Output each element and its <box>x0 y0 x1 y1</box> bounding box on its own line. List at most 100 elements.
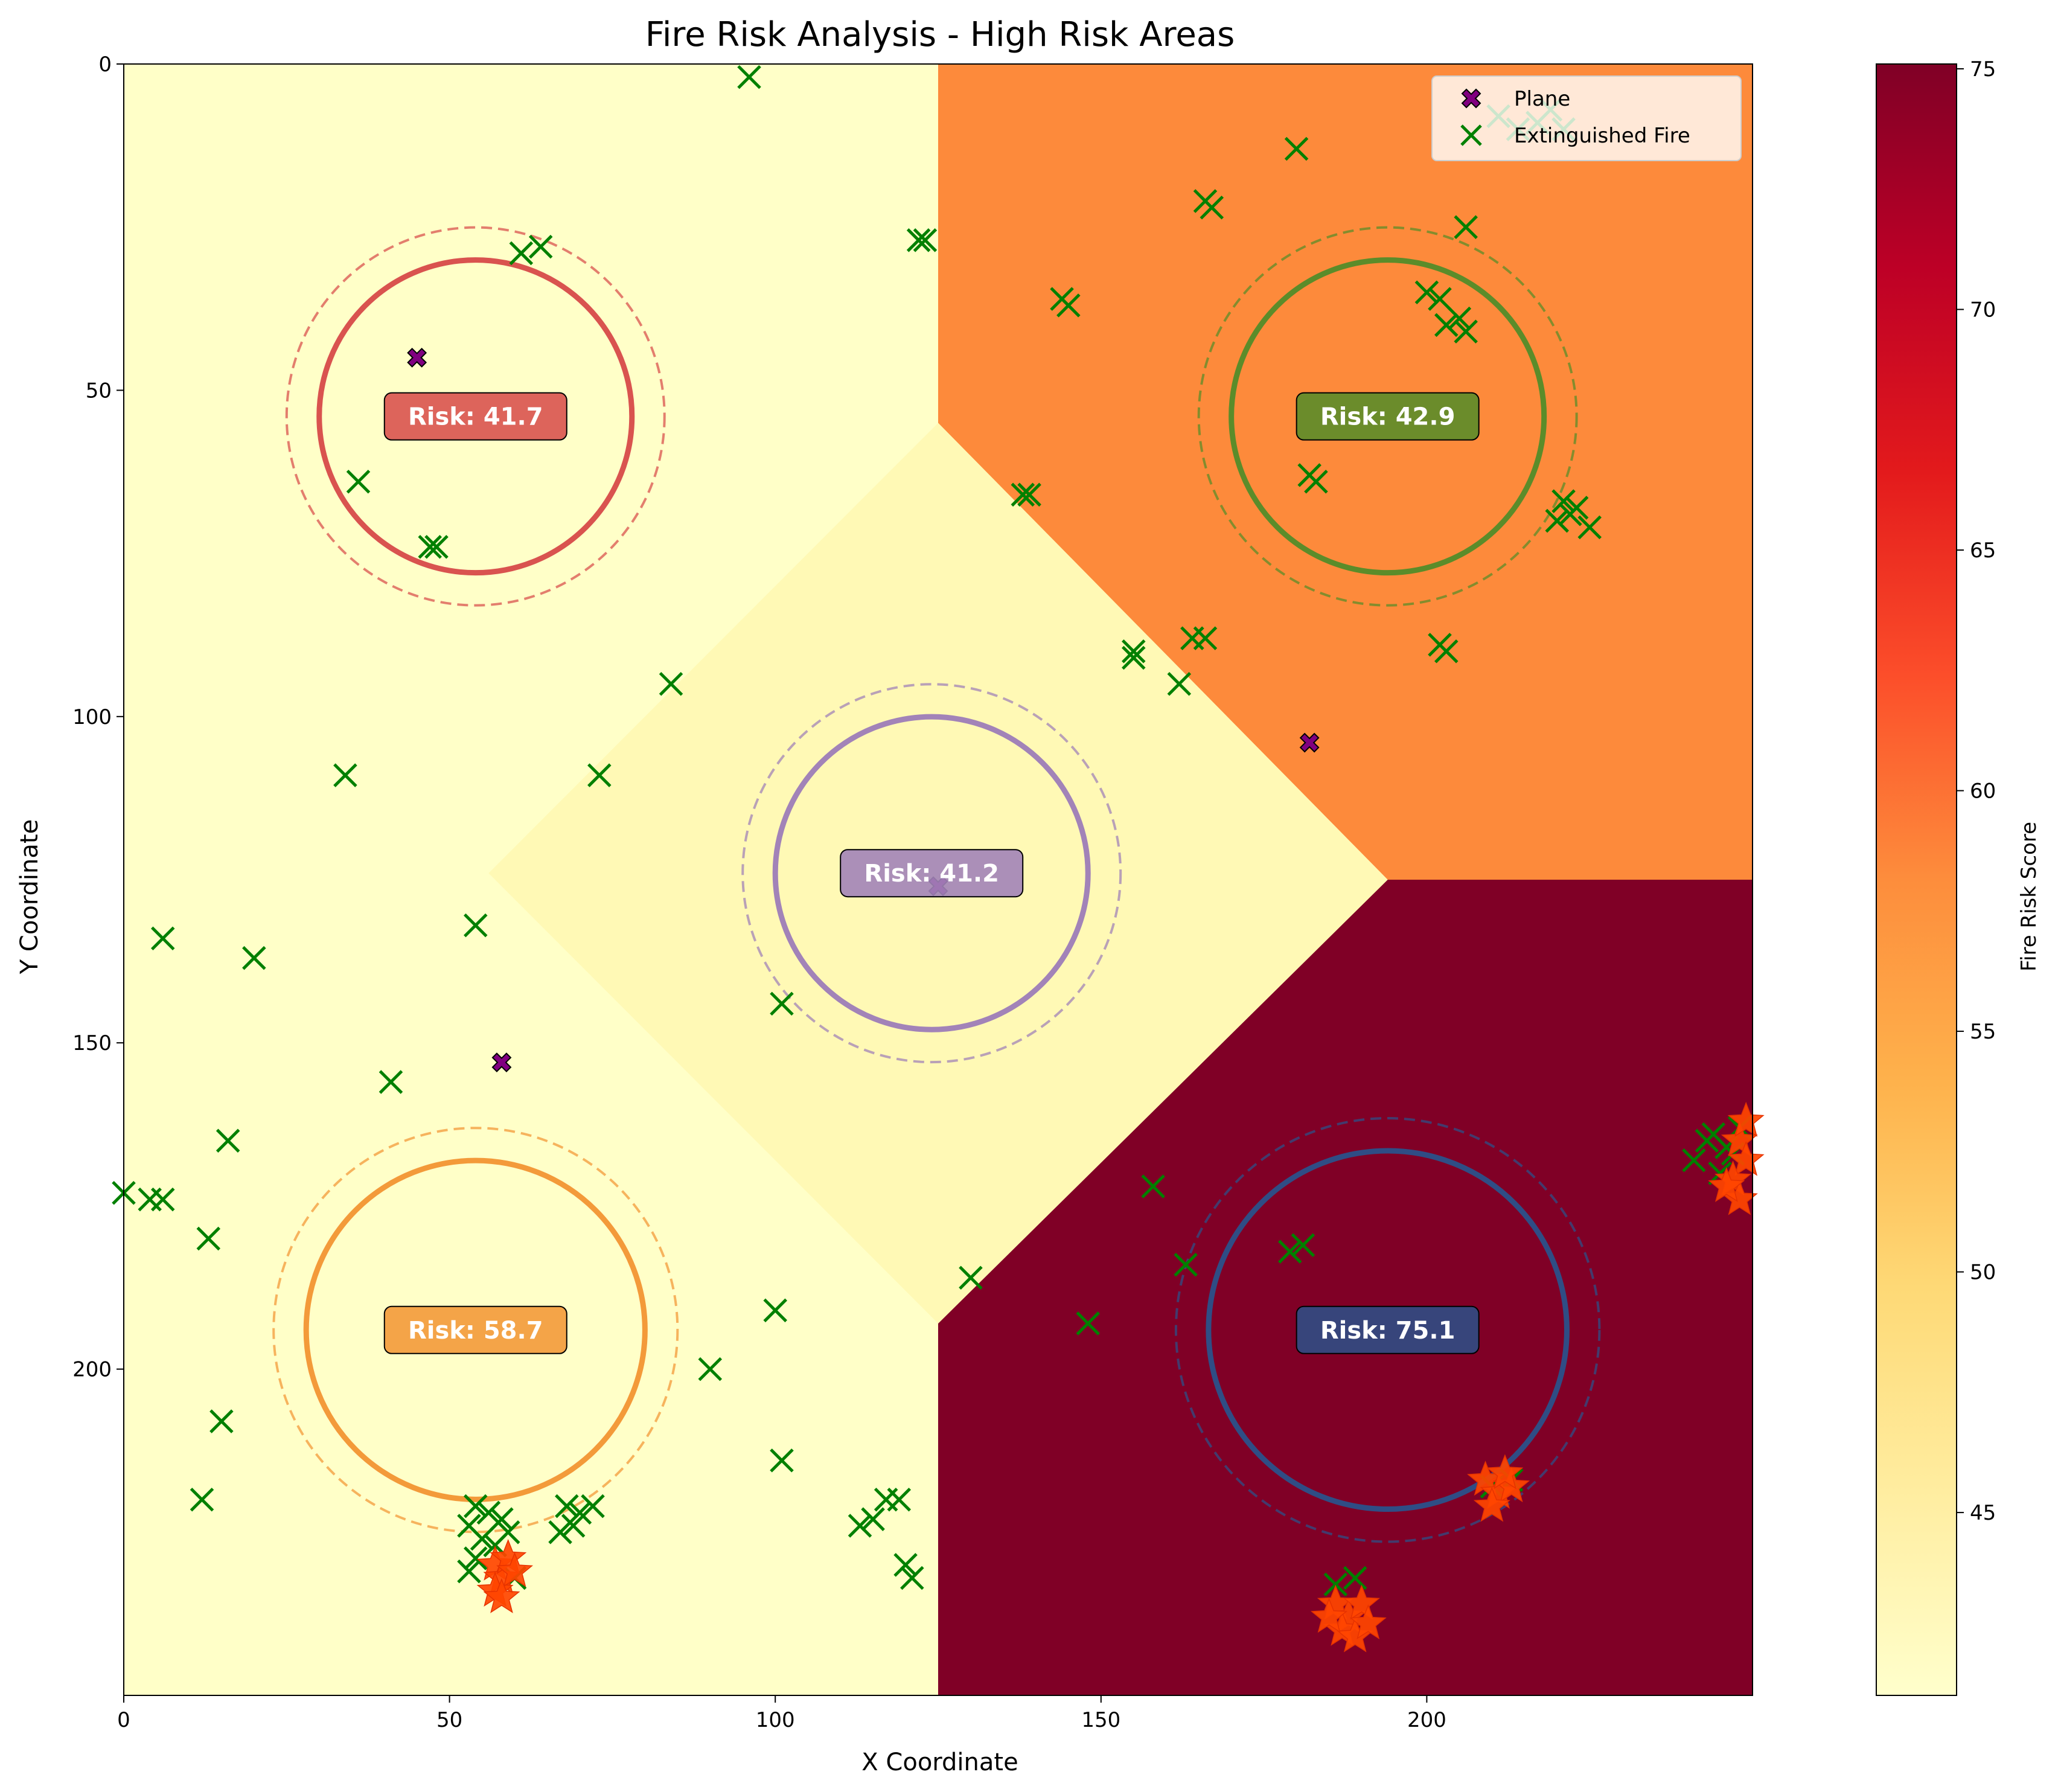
extinguished-fire-0-stroke-b <box>737 65 761 89</box>
x-axis: 0 50 100 150 200 <box>117 1695 1446 1732</box>
active-fire-19 <box>1727 1141 1765 1176</box>
extinguished-fire-51 <box>1291 1233 1315 1258</box>
extinguished-fire-40 <box>464 913 488 938</box>
plane-3 <box>491 1052 512 1073</box>
extinguished-fire-4 <box>1454 215 1478 239</box>
extinguished-fire-42 <box>379 1070 403 1094</box>
extinguished-fire-42-stroke-b <box>379 1070 403 1094</box>
extinguished-fire-38-stroke-b <box>150 926 175 951</box>
extinguished-fire-34-stroke-b <box>1167 671 1192 696</box>
extinguished-fire-77 <box>581 1494 605 1518</box>
extinguished-fire-6 <box>913 228 938 252</box>
extinguished-fire-48 <box>1141 1174 1165 1198</box>
extinguished-fire-21 <box>1011 482 1035 507</box>
extinguished-fire-1-stroke-b <box>1284 136 1309 161</box>
zone-ring-2 <box>772 714 1091 1032</box>
zone-outer-ring-3 <box>272 1127 679 1534</box>
extinguished-fire-19 <box>418 535 442 559</box>
extinguished-fire-65-stroke-b <box>464 1494 488 1518</box>
colorbar-bar <box>1876 63 1957 1696</box>
legend-plane-marker <box>1461 88 1481 109</box>
extinguished-fire-23 <box>1551 489 1576 513</box>
extinguished-fire-21-stroke-b <box>1011 482 1035 507</box>
extinguished-fire-37-stroke-b <box>587 763 612 787</box>
extinguished-fire-33-stroke-b <box>1434 639 1459 664</box>
chart-title: Fire Risk Analysis - High Risk Areas <box>645 15 1235 54</box>
y-tick-label-200: 200 <box>72 1358 112 1382</box>
extinguished-fire-74-stroke-b <box>457 1559 481 1584</box>
extinguished-fire-13-stroke-b <box>1434 313 1459 338</box>
extinguished-fire-18-stroke-b <box>346 469 371 494</box>
extinguished-fire-17 <box>1304 469 1328 494</box>
y-tick-label-0: 0 <box>98 53 112 77</box>
extinguished-fire-14 <box>1447 306 1472 331</box>
extinguished-fire-35 <box>659 671 683 696</box>
active-fire-10 <box>1486 1454 1524 1490</box>
extinguished-fire-75 <box>555 1494 579 1518</box>
extinguished-fire-65 <box>464 1494 488 1518</box>
extinguished-fire-55-stroke-b <box>698 1357 723 1381</box>
colorbar-tick-label-45: 45 <box>1970 1501 1996 1525</box>
extinguished-fire-35-stroke-b <box>659 671 683 696</box>
risk-label-box-0 <box>383 392 567 441</box>
extinguished-fire-67-stroke-b <box>490 1507 514 1531</box>
extinguished-fire-1 <box>1284 136 1309 161</box>
active-fire-5 <box>483 1578 520 1613</box>
extinguished-fire-0 <box>737 65 761 89</box>
extinguished-fire-69 <box>470 1526 494 1551</box>
extinguished-fire-46-stroke-b <box>150 1187 175 1212</box>
extinguished-fire-20-stroke-b <box>424 535 449 559</box>
legend-box <box>1431 75 1742 161</box>
extinguished-fire-3-stroke-b <box>1200 196 1224 220</box>
extinguished-fire-72-stroke-b <box>464 1546 488 1570</box>
colorbar-tick-label-70: 70 <box>1970 298 1996 322</box>
colorbar: 45 50 55 60 65 70 75 <box>1876 57 1996 1696</box>
active-fire-17 <box>1311 1598 1348 1633</box>
zone-outer-ring-0 <box>285 226 666 607</box>
extinguished-fire-20 <box>424 535 449 559</box>
extinguished-fire-54-stroke-b <box>1076 1311 1100 1336</box>
risk-label-3: Risk: 58.7 <box>408 1317 543 1345</box>
extinguished-fire-36 <box>333 763 357 787</box>
extinguished-fire-50-stroke-b <box>1278 1240 1302 1264</box>
extinguished-fire-47-stroke-b <box>196 1226 221 1251</box>
risk-label-box-3 <box>383 1305 567 1354</box>
extinguished-fire-53-stroke-b <box>763 1298 787 1323</box>
extinguished-fire-71-stroke-b <box>496 1520 520 1544</box>
extinguished-fire-78 <box>561 1514 586 1538</box>
colorbar-tick-label-50: 50 <box>1970 1261 1996 1285</box>
extinguished-fire-72 <box>464 1546 488 1570</box>
extinguished-fire-82 <box>1323 1572 1348 1597</box>
extinguished-fire-74 <box>457 1559 481 1584</box>
extinguished-fire-30-stroke-b <box>1121 639 1146 664</box>
extinguished-fire-58-stroke-b <box>190 1487 214 1512</box>
extinguished-fire-83 <box>1343 1566 1367 1590</box>
extinguished-fire-14-stroke-b <box>1447 306 1472 331</box>
extinguished-fire-69-stroke-b <box>470 1526 494 1551</box>
extinguished-fire-64-stroke-b <box>900 1566 924 1590</box>
extinguished-fire-46 <box>150 1187 175 1212</box>
extinguished-fire-22-stroke-b <box>1017 482 1041 507</box>
extinguished-fire-37 <box>587 763 612 787</box>
extinguished-fire-57-stroke-b <box>770 1448 794 1473</box>
extinguished-fire-56-stroke-b <box>209 1409 234 1433</box>
extinguished-fire-15-stroke-b <box>1454 319 1478 344</box>
legend-extinguished-fire-marker <box>1460 124 1482 146</box>
extinguished-fire-92 <box>1682 1148 1706 1173</box>
extinguished-fire-56 <box>209 1409 234 1433</box>
extinguished-fire-95-stroke-b <box>1695 1128 1719 1153</box>
extinguished-fire-27-stroke-b <box>1577 515 1602 540</box>
extinguished-fire-26 <box>1558 502 1582 526</box>
extinguished-fire-92-stroke-b <box>1682 1148 1706 1173</box>
extinguished-fire-63 <box>893 1553 918 1577</box>
extinguished-fire-66-stroke-b <box>476 1500 501 1525</box>
extinguished-fire-41 <box>770 991 794 1016</box>
extinguished-fire-13 <box>1434 313 1459 338</box>
extinguished-fire-36-stroke-b <box>333 763 357 787</box>
extinguished-fire-25-stroke-b <box>1545 508 1570 533</box>
extinguished-fire-8-stroke-b <box>528 234 553 259</box>
zone-ring-4 <box>1206 1148 1570 1512</box>
zone-ring-0 <box>316 257 635 576</box>
zone-outer-ring-1 <box>1197 226 1578 607</box>
extinguished-fire-68-stroke-b <box>457 1514 481 1538</box>
